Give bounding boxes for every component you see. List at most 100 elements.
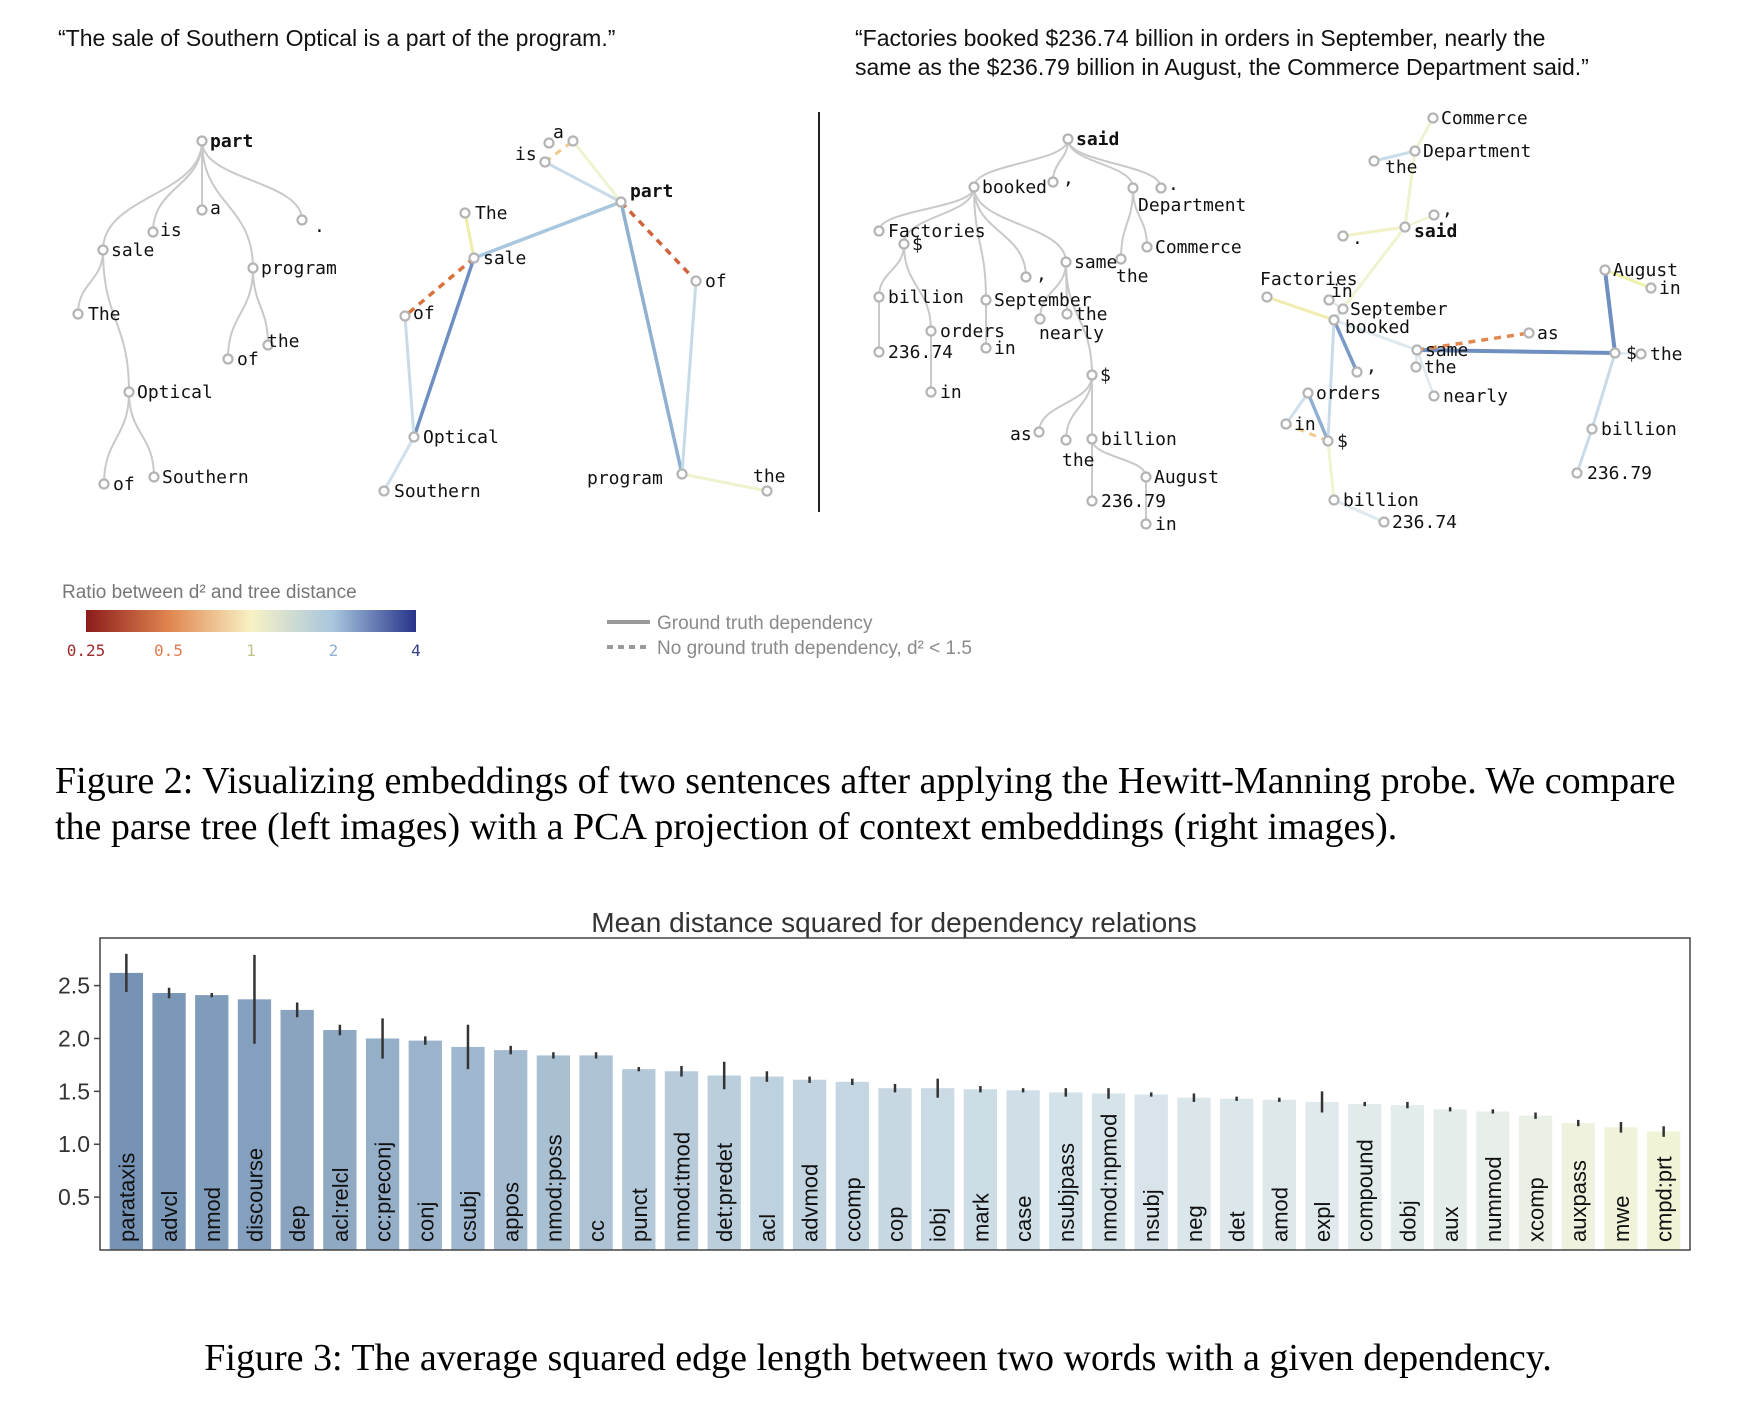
figure-3-caption: Figure 3: The average squared edge lengt… (204, 1337, 1552, 1379)
edge-prog-of2 (227, 267, 254, 360)
node-of2 (222, 353, 234, 365)
node-The (459, 207, 471, 219)
edge-same-dol2 (1065, 261, 1093, 376)
node-Sept (980, 294, 992, 306)
edge-Dept-theC (1120, 187, 1134, 260)
word-label: is (160, 220, 182, 241)
edge-dolB-bill1 (1326, 440, 1336, 501)
word-label: in (940, 382, 962, 403)
word-label: program (261, 258, 337, 279)
node-Comm (1427, 112, 1439, 124)
node-in0 (1323, 294, 1335, 306)
bar-label: acl (755, 1214, 780, 1242)
word-label: Optical (137, 382, 213, 403)
edge-sale-Opt (412, 257, 476, 438)
node-The (72, 308, 84, 320)
bar-label: cmpd:prt (1652, 1156, 1677, 1242)
word-label: is (515, 144, 537, 165)
bar-compound (1348, 1104, 1382, 1250)
word-label: in (1294, 414, 1316, 435)
edge-dolB-orders (1306, 392, 1330, 442)
node-nearly (1034, 313, 1046, 325)
word-label: Southern (162, 467, 249, 488)
node-theS (1410, 361, 1422, 373)
bar-nummod (1476, 1111, 1510, 1250)
edge-sale-The (463, 212, 476, 259)
bar-label: det (1225, 1211, 1250, 1242)
bar-label: nmod:poss (541, 1134, 566, 1242)
word-label: Department (1423, 141, 1531, 162)
bar-label: auxpass (1566, 1160, 1591, 1242)
bar-cc-preconj (365, 1038, 400, 1250)
bar-auxpass (1561, 1123, 1595, 1250)
edge-part-is (152, 140, 203, 233)
node-said (1062, 133, 1074, 145)
node-South (378, 485, 390, 497)
edge-same-as (1416, 331, 1530, 352)
word-label: said (1414, 221, 1457, 242)
bar-punct (622, 1069, 656, 1250)
node-Aug (1140, 471, 1152, 483)
word-label: of (237, 349, 259, 370)
bar-dobj (1390, 1105, 1425, 1250)
edge-bill1-n23674 (1333, 498, 1385, 524)
edge-August-in4 (1604, 268, 1652, 290)
edge-booked-Fact (878, 186, 975, 232)
y-tick-label: 1.5 (58, 1078, 90, 1104)
node-theC (1368, 155, 1380, 167)
node-theR (1635, 348, 1647, 360)
edge-part-dot (201, 140, 303, 221)
word-label: the (1424, 357, 1457, 378)
node-n23679 (1571, 467, 1583, 479)
edge-bill2-n23679 (1575, 428, 1594, 474)
node-n23679 (1086, 495, 1098, 507)
edge-booked-Fact (1266, 295, 1335, 322)
bar-nsubjpass (1049, 1092, 1083, 1250)
edge-said-dot (1342, 225, 1406, 238)
bar-neg (1177, 1097, 1211, 1250)
word-label: . (1168, 174, 1179, 195)
edge-dol-orders (903, 243, 932, 332)
bar-label: ccomp (840, 1177, 865, 1242)
edge-same-nearly (1415, 349, 1436, 397)
word-label: the (1075, 304, 1108, 325)
edge-booked-dol (903, 186, 975, 245)
bar-label: advmod (798, 1164, 823, 1242)
word-label: 236.74 (888, 342, 953, 363)
node-a (196, 204, 208, 216)
bar-amod (1262, 1099, 1296, 1250)
bar-nmod-tmod (664, 1071, 699, 1250)
bar-label: nmod (200, 1187, 225, 1242)
bar-xcomp (1518, 1115, 1553, 1250)
node-Opt (408, 431, 420, 443)
node-dolB (1322, 435, 1334, 447)
node-dot (1155, 182, 1167, 194)
bar-label: neg (1182, 1205, 1207, 1242)
solid-line-legend-label: Ground truth dependency (657, 613, 873, 634)
node-nearly (1428, 390, 1440, 402)
bar-cop (878, 1088, 912, 1250)
word-label: same (1074, 252, 1117, 273)
sentence-right-line-1: “Factories booked $236.74 billion in ord… (855, 25, 1545, 51)
node-bill2 (1086, 433, 1098, 445)
node-comma2 (1020, 271, 1032, 283)
word-label: Optical (423, 427, 499, 448)
bar-label: acl:relcl (328, 1167, 353, 1242)
bar-det (1219, 1098, 1254, 1250)
node-as (1033, 426, 1045, 438)
node-is (539, 156, 551, 168)
figure-2-caption: Figure 2: Visualizing embeddings of two … (55, 760, 1676, 848)
edge-prog-the (681, 472, 768, 493)
word-label: the (1116, 266, 1149, 287)
word-label: 236.79 (1101, 491, 1166, 512)
node-August (1599, 264, 1611, 276)
word-label: Factories (1260, 269, 1358, 290)
bar-iobj (921, 1088, 955, 1250)
bar-advcl (152, 992, 186, 1250)
edge-booked-comma2 (1332, 319, 1359, 373)
dependency-bar-chart: Mean distance squared for dependency rel… (58, 907, 1691, 1251)
colorbar (86, 610, 416, 632)
word-label: nearly (1443, 386, 1508, 407)
node-comma (1428, 209, 1440, 221)
